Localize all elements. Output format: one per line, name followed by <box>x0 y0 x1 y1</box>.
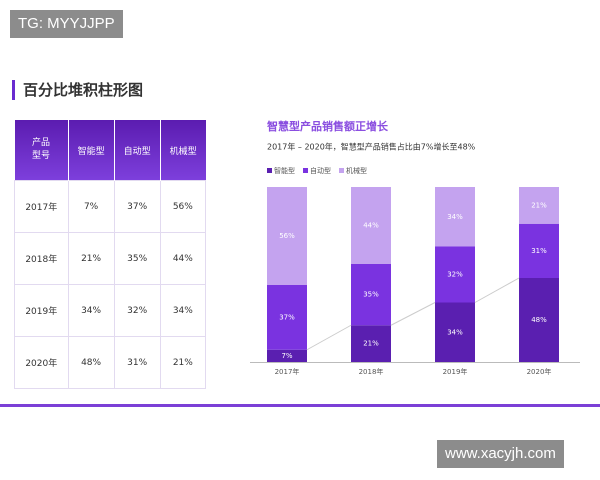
chart-subtitle: 2017年 – 2020年，智慧型产品销售占比由7%增长至48% <box>267 142 476 152</box>
table-cell: 21% <box>159 336 207 389</box>
header-cell: 产品型号 <box>14 120 69 181</box>
connector-line <box>306 324 352 351</box>
header-cell: 自动型 <box>114 120 161 181</box>
watermark: www.xacyjh.com <box>437 440 564 468</box>
header-text: 产品型号 <box>32 138 51 161</box>
chart-title: 智慧型产品销售额正增长 <box>267 119 389 133</box>
x-tick-label: 2019年 <box>443 367 468 376</box>
value-label: 7% <box>281 352 292 360</box>
bar-segment <box>519 187 559 224</box>
bar-segment <box>351 187 391 264</box>
x-tick-label: 2017年 <box>275 367 300 376</box>
value-label: 21% <box>363 340 379 348</box>
bar-segment <box>519 278 559 362</box>
value-label: 44% <box>363 222 379 230</box>
table-cell: 56% <box>159 180 207 233</box>
bar-segment <box>267 187 307 285</box>
value-label: 48% <box>531 316 547 324</box>
x-tick-label: 2018年 <box>359 367 384 376</box>
value-label: 37% <box>279 313 295 321</box>
table-cell: 21% <box>67 232 115 285</box>
x-tick-label: 2020年 <box>527 367 552 376</box>
table-cell: 34% <box>67 284 115 337</box>
bar-segment <box>435 246 475 303</box>
table-body: 2017年 7% 37% 56% 2018年 21% 35% 44% 2019年 34% 32% 34… <box>14 180 207 389</box>
connector-line <box>390 302 436 326</box>
table-cell: 48% <box>67 336 115 389</box>
table-cell: 34% <box>159 284 207 337</box>
table-row: 2018年 21% 35% 44% <box>14 232 207 285</box>
watermark: TG: MYYJJPP <box>10 10 123 38</box>
table-cell: 44% <box>159 232 207 285</box>
header-cell: 智能型 <box>68 120 115 181</box>
header-row: 产品型号 智能型 自动型 机械型 <box>14 120 206 181</box>
section-title: 百分比堆积柱形图 <box>12 80 143 100</box>
value-label: 35% <box>363 291 379 299</box>
bar-segment <box>267 349 307 362</box>
table-cell: 35% <box>113 232 161 285</box>
value-label: 34% <box>447 328 463 336</box>
value-label: 31% <box>531 247 547 255</box>
bar-segment <box>435 187 475 247</box>
bar-segment <box>435 302 475 362</box>
table-cell: 2017年 <box>14 180 69 233</box>
value-label: 34% <box>447 213 463 221</box>
divider <box>0 404 600 407</box>
bar-segment <box>267 285 307 350</box>
table-row: 2019年 34% 32% 34% <box>14 284 207 337</box>
header-cell: 机械型 <box>160 120 206 181</box>
table-row: 2020年 48% 31% 21% <box>14 336 207 389</box>
value-label: 21% <box>531 201 547 209</box>
data-table: 产品型号 智能型 自动型 机械型 2017年 7% 37% 56% 2018年 21% 35… <box>14 120 207 389</box>
legend-swatch <box>303 168 308 173</box>
legend-label: 机械型 <box>346 166 367 175</box>
table-cell: 7% <box>67 180 115 233</box>
value-label: 56% <box>279 232 295 240</box>
value-label: 32% <box>447 271 463 279</box>
legend-swatch <box>339 168 344 173</box>
table-row: 2017年 7% 37% 56% <box>14 180 207 233</box>
bar-segment <box>519 223 559 278</box>
table-cell: 2020年 <box>14 336 69 389</box>
table-cell: 32% <box>113 284 161 337</box>
legend-label: 自动型 <box>310 166 331 175</box>
bar-segment <box>351 325 391 362</box>
legend-swatch <box>267 168 272 173</box>
legend-label: 智能型 <box>274 166 295 175</box>
bar-segment <box>351 264 391 326</box>
connector-line <box>474 277 520 303</box>
